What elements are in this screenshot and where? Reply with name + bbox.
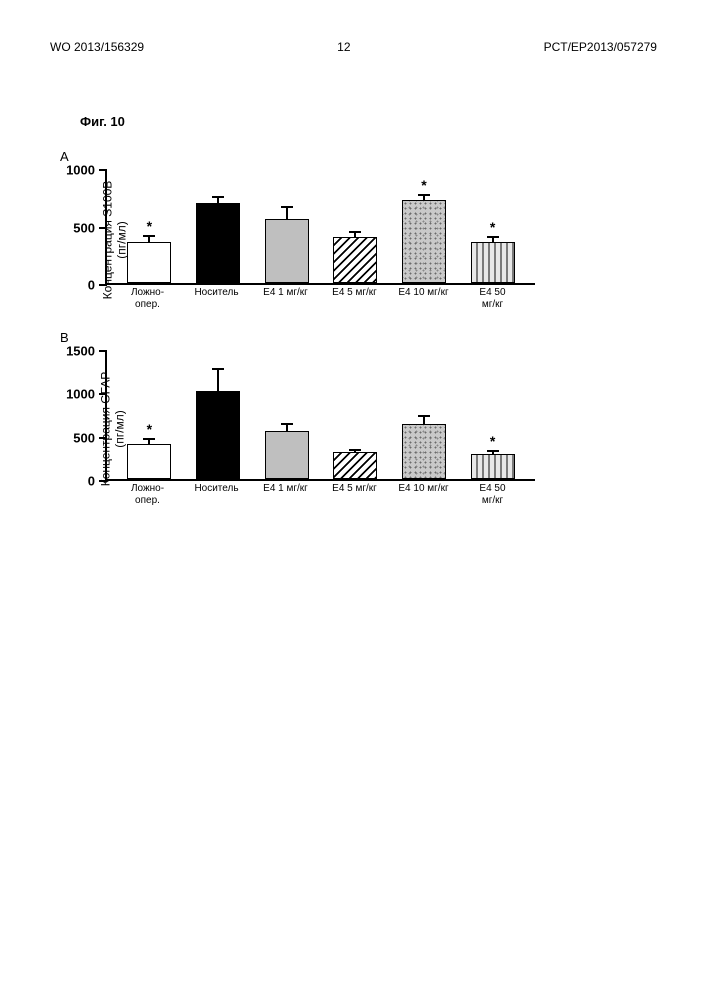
bar-slot xyxy=(191,391,245,479)
bar-slot: * xyxy=(397,200,451,283)
chart-a-plot: 05001000*** xyxy=(105,170,535,285)
x-axis-label: Ложно- опер. xyxy=(120,483,176,506)
ytick xyxy=(99,437,107,439)
x-axis-label: E4 10 мг/кг xyxy=(396,287,452,310)
x-axis-label: E4 5 мг/кг xyxy=(327,483,383,506)
error-bar: * xyxy=(492,451,494,455)
error-bar: * xyxy=(423,195,425,201)
error-bar xyxy=(286,424,288,433)
significance-marker: * xyxy=(147,421,152,437)
ytick xyxy=(99,227,107,229)
ytick-label: 0 xyxy=(88,474,95,489)
page-header: WO 2013/156329 12 PCT/EP2013/057279 xyxy=(50,40,657,54)
chart-a-xlabels: Ложно- опер.НосительE4 1 мг/кгE4 5 мг/кг… xyxy=(105,285,535,310)
chart-b-xlabels: Ложно- опер. Носитель E4 1 мг/кг E4 5 мг/кг… xyxy=(105,481,535,506)
significance-marker: * xyxy=(147,218,152,234)
bar xyxy=(333,237,377,283)
x-axis-label: E4 1 мг/кг xyxy=(258,483,314,506)
x-axis-label: E4 1 мг/кг xyxy=(258,287,314,310)
panel-a-label: A xyxy=(60,149,657,164)
error-bar xyxy=(354,450,356,453)
bar xyxy=(265,219,309,283)
bar xyxy=(196,391,240,479)
ytick xyxy=(99,480,107,482)
bar: * xyxy=(402,200,446,283)
bar xyxy=(196,203,240,284)
error-bar: * xyxy=(148,236,150,243)
bar-slot xyxy=(260,431,314,479)
bar: * xyxy=(471,454,515,479)
bar: * xyxy=(471,242,515,283)
ytick xyxy=(99,350,107,352)
figure-title: Фиг. 10 xyxy=(80,114,657,129)
x-axis-label: Носитель xyxy=(189,483,245,506)
error-bar xyxy=(286,207,288,220)
bar-slot: * xyxy=(466,242,520,283)
bars-row: *** xyxy=(107,170,535,283)
chart-b-plot: 050010001500** xyxy=(105,351,535,481)
significance-marker: * xyxy=(421,177,426,193)
ytick xyxy=(99,284,107,286)
ytick-label: 1500 xyxy=(66,344,95,359)
x-axis-label: E4 50 мг/кг xyxy=(465,483,521,506)
significance-marker: * xyxy=(490,219,495,235)
x-axis-label: E4 10 мг/кг xyxy=(396,483,452,506)
ytick xyxy=(99,169,107,171)
error-bar xyxy=(354,232,356,238)
ytick-label: 0 xyxy=(88,278,95,293)
bar-slot xyxy=(328,237,382,283)
ytick-label: 500 xyxy=(73,220,95,235)
significance-marker: * xyxy=(490,433,495,449)
error-bar xyxy=(217,197,219,204)
ytick xyxy=(99,393,107,395)
ytick-label: 1000 xyxy=(66,163,95,178)
bar: * xyxy=(127,242,171,283)
page: WO 2013/156329 12 PCT/EP2013/057279 Фиг.… xyxy=(0,0,707,1000)
chart-b: Концентрация GFAP (пг/мл) 050010001500**… xyxy=(105,351,657,506)
x-axis-label: E4 5 мг/кг xyxy=(327,287,383,310)
bar-slot: * xyxy=(122,242,176,283)
error-bar: * xyxy=(492,237,494,243)
bar-slot xyxy=(260,219,314,283)
header-right: PCT/EP2013/057279 xyxy=(544,40,657,54)
bar-slot: * xyxy=(122,444,176,479)
bar xyxy=(402,424,446,479)
bar-slot xyxy=(191,203,245,284)
ytick-label: 500 xyxy=(73,430,95,445)
bar-slot xyxy=(397,424,451,479)
bar xyxy=(265,431,309,479)
panel-b-label: B xyxy=(60,330,657,345)
bar xyxy=(333,452,377,479)
x-axis-label: E4 50 мг/кг xyxy=(465,287,521,310)
error-bar: * xyxy=(148,439,150,445)
chart-a: Концентрация S100B (пг/мл) 05001000*** Л… xyxy=(105,170,657,310)
bar-slot xyxy=(328,452,382,479)
header-left: WO 2013/156329 xyxy=(50,40,144,54)
bars-row: ** xyxy=(107,351,535,479)
bar-slot: * xyxy=(466,454,520,479)
ytick-label: 1000 xyxy=(66,387,95,402)
error-bar xyxy=(423,416,425,425)
x-axis-label: Носитель xyxy=(189,287,245,310)
header-center: 12 xyxy=(337,40,350,54)
bar: * xyxy=(127,444,171,479)
error-bar xyxy=(217,369,219,392)
